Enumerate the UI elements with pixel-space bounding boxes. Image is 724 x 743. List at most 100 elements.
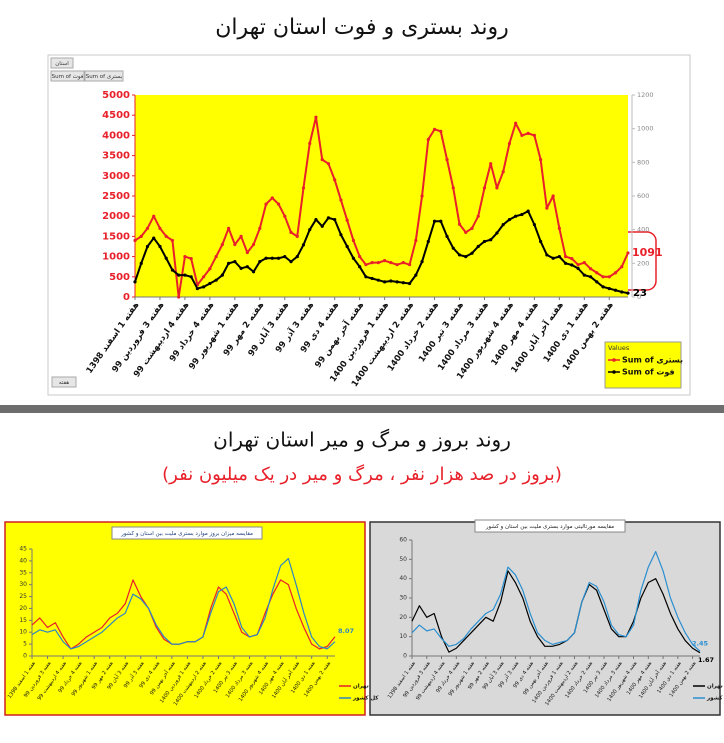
y-tick-label: 30 [19, 581, 27, 588]
point [189, 257, 193, 261]
y-tick-label: 3500 [102, 151, 130, 162]
point [320, 158, 324, 162]
point [482, 239, 487, 244]
point [514, 214, 518, 218]
legend-box [604, 341, 682, 389]
series-line [411, 570, 701, 654]
y-tick-label: 2000 [102, 211, 130, 222]
point [520, 133, 524, 137]
point [314, 217, 318, 222]
series-line [411, 551, 701, 652]
point [557, 255, 561, 259]
y-tick-label: 50 [399, 556, 407, 563]
y-tick-label: 45 [19, 546, 27, 553]
data-label: 8.07 [338, 627, 354, 635]
y-tick-label: 20 [399, 614, 407, 621]
point [383, 280, 387, 284]
y-tick-label: 40 [19, 557, 27, 564]
point [489, 238, 493, 242]
y-tick-label: 3000 [102, 171, 130, 182]
y-tick-label: 5000 [102, 90, 130, 101]
point [570, 257, 574, 261]
point [202, 275, 206, 279]
point [545, 253, 549, 257]
point [164, 256, 168, 260]
point [170, 268, 175, 272]
chart-title: مقایسه مورتالیتی موارد بستری ملیت بین اس… [485, 523, 614, 530]
point [414, 238, 418, 243]
point [514, 121, 518, 125]
point [457, 222, 462, 226]
point [470, 251, 474, 255]
point [239, 266, 243, 270]
legend-label: کل کشور [352, 695, 379, 702]
point [507, 217, 512, 222]
pivot-value-button[interactable] [50, 70, 85, 82]
y2-tick-label: 0 [637, 293, 641, 301]
y-tick-label: 5 [23, 641, 27, 648]
data-label: 2.45 [692, 639, 709, 647]
point [563, 255, 568, 259]
point [588, 267, 593, 271]
point [145, 244, 150, 249]
y-tick-label: 0 [123, 292, 130, 303]
legend-marker [612, 370, 616, 374]
point [220, 273, 224, 277]
point [158, 244, 162, 249]
point [432, 127, 437, 131]
y-tick-label: 4000 [102, 130, 130, 141]
point [295, 255, 299, 259]
legend-marker [612, 358, 616, 362]
point [595, 280, 599, 284]
data-label: 1091 [632, 246, 663, 259]
data-label: 23 [633, 288, 647, 299]
point [326, 162, 331, 166]
point [414, 273, 418, 277]
point [358, 265, 362, 269]
pivot-filter-button[interactable] [50, 57, 74, 69]
point [451, 246, 455, 250]
point [183, 273, 187, 277]
point [383, 259, 387, 263]
point [501, 170, 505, 174]
point [532, 223, 536, 227]
point [358, 255, 362, 259]
point [563, 261, 568, 265]
point [177, 273, 181, 277]
pivot-axis-button[interactable] [51, 376, 77, 388]
section-subtitle: (بروز در صد هزار نفر ، مرگ و میر در یک م… [162, 464, 562, 485]
y-tick-label: 30 [399, 595, 407, 602]
pivot-value-button[interactable] [84, 70, 124, 82]
point [133, 238, 137, 243]
point [326, 216, 331, 220]
point [351, 256, 356, 260]
point [214, 278, 218, 282]
point [507, 141, 512, 146]
point [376, 261, 380, 265]
y-tick-label: 15 [19, 617, 27, 624]
y-tick-label: 2500 [102, 191, 130, 202]
point [251, 270, 256, 274]
point [345, 244, 349, 249]
point [289, 260, 293, 264]
point [476, 214, 480, 218]
point [370, 261, 374, 265]
point [539, 158, 543, 162]
point [376, 278, 380, 282]
y-tick-label: 60 [399, 537, 407, 544]
point [626, 291, 630, 295]
series-line [31, 557, 336, 650]
y-tick-label: 40 [399, 575, 407, 582]
point [139, 234, 143, 238]
chart-frame [369, 521, 721, 716]
point [439, 219, 443, 223]
pivot-filter-label: استان [55, 61, 69, 67]
point [227, 261, 231, 265]
point [202, 285, 206, 289]
point [233, 260, 237, 264]
point [364, 263, 368, 267]
point [389, 279, 393, 283]
point [395, 263, 399, 267]
data-label: 1.67 [698, 656, 714, 664]
